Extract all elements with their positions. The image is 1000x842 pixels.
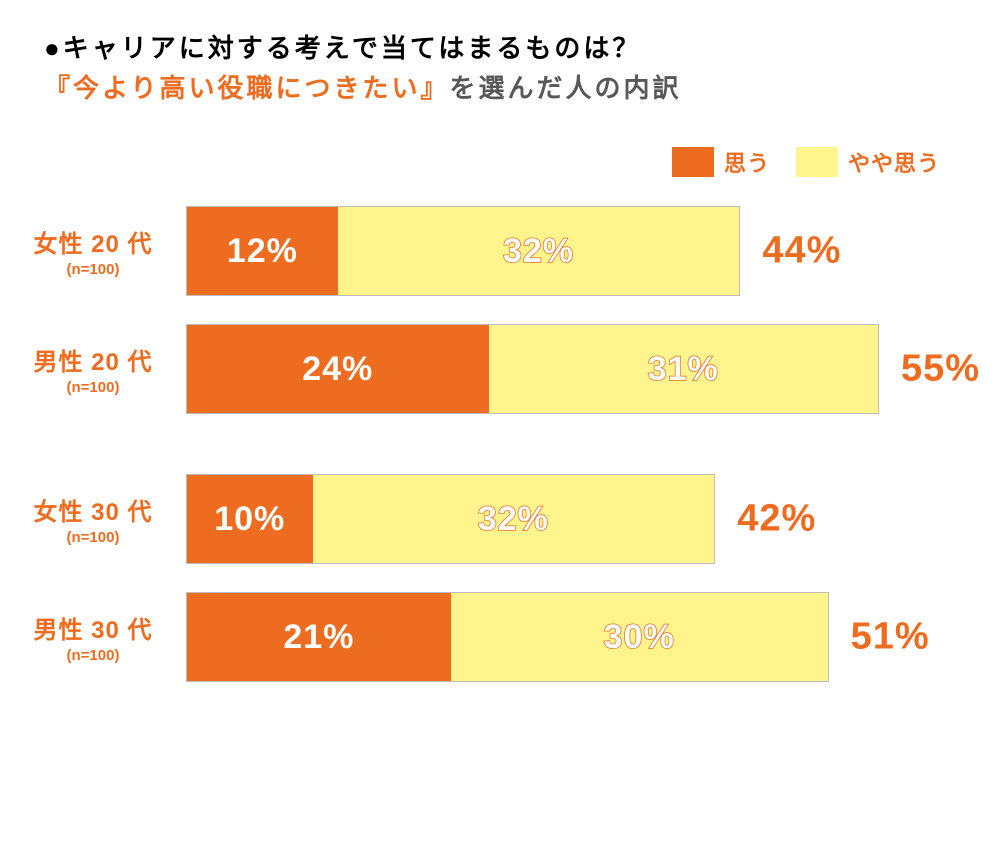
legend-item-b: やや思う — [796, 146, 940, 178]
row-gap — [0, 564, 1000, 592]
category-label: 女性 30 代 (n=100) — [0, 492, 186, 546]
bar-segment: 30% — [451, 593, 828, 681]
category-sub: (n=100) — [0, 647, 186, 664]
title-line-1: ●キャリアに対する考えで当てはまるものは？ — [44, 28, 682, 68]
row-gap — [0, 296, 1000, 324]
legend-label-a: 思う — [724, 146, 770, 178]
total-label: 42% — [737, 498, 816, 541]
bar-chart: 女性 20 代(n=100)12%32%44%男性 20 代(n=100)24%… — [0, 206, 1000, 682]
bar-segment: 32% — [338, 207, 740, 295]
category-sub: (n=100) — [0, 261, 186, 278]
bar-segment: 31% — [489, 325, 878, 413]
bar-segment: 24% — [187, 325, 489, 413]
bar-segment: 21% — [187, 593, 451, 681]
stacked-bar: 10%32% — [186, 474, 715, 564]
stacked-bar: 21%30% — [186, 592, 829, 682]
legend-item-a: 思う — [672, 146, 770, 178]
stacked-bar: 12%32% — [186, 206, 740, 296]
category-label: 男性 30 代 (n=100) — [0, 610, 186, 664]
stacked-bar: 24%31% — [186, 324, 879, 414]
category-main: 男性 30 代 — [0, 610, 186, 645]
bar-row: 女性 30 代 (n=100)10%32% 42% — [0, 474, 1000, 564]
bar-segment: 32% — [313, 475, 715, 563]
legend: 思う やや思う — [672, 146, 940, 178]
category-main: 女性 20 代 — [0, 224, 186, 259]
total-label: 55% — [901, 348, 980, 391]
title-line-2: 『今より高い役職につきたい』を選んだ人の内訳 — [44, 68, 682, 108]
category-main: 男性 20 代 — [0, 342, 186, 377]
title-quoted: 『今より高い役職につきたい』 — [44, 73, 449, 103]
total-label: 51% — [851, 616, 930, 659]
category-sub: (n=100) — [0, 379, 186, 396]
chart-title: ●キャリアに対する考えで当てはまるものは？ 『今より高い役職につきたい』を選んだ… — [44, 28, 682, 109]
legend-label-b: やや思う — [848, 146, 940, 178]
bar-row: 男性 20 代 (n=100)24%31% 55% — [0, 324, 1000, 414]
category-sub: (n=100) — [0, 529, 186, 546]
bar-segment: 12% — [187, 207, 338, 295]
title-rest: を選んだ人の内訳 — [449, 73, 681, 103]
category-main: 女性 30 代 — [0, 492, 186, 527]
bar-row: 女性 20 代 (n=100)12%32% 44% — [0, 206, 1000, 296]
bar-row: 男性 30 代 (n=100)21%30% 51% — [0, 592, 1000, 682]
total-label: 44% — [762, 230, 841, 273]
legend-swatch-b — [796, 147, 838, 177]
bar-segment: 10% — [187, 475, 313, 563]
category-label: 男性 20 代 (n=100) — [0, 342, 186, 396]
category-label: 女性 20 代 (n=100) — [0, 224, 186, 278]
legend-swatch-a — [672, 147, 714, 177]
row-gap — [0, 414, 1000, 474]
